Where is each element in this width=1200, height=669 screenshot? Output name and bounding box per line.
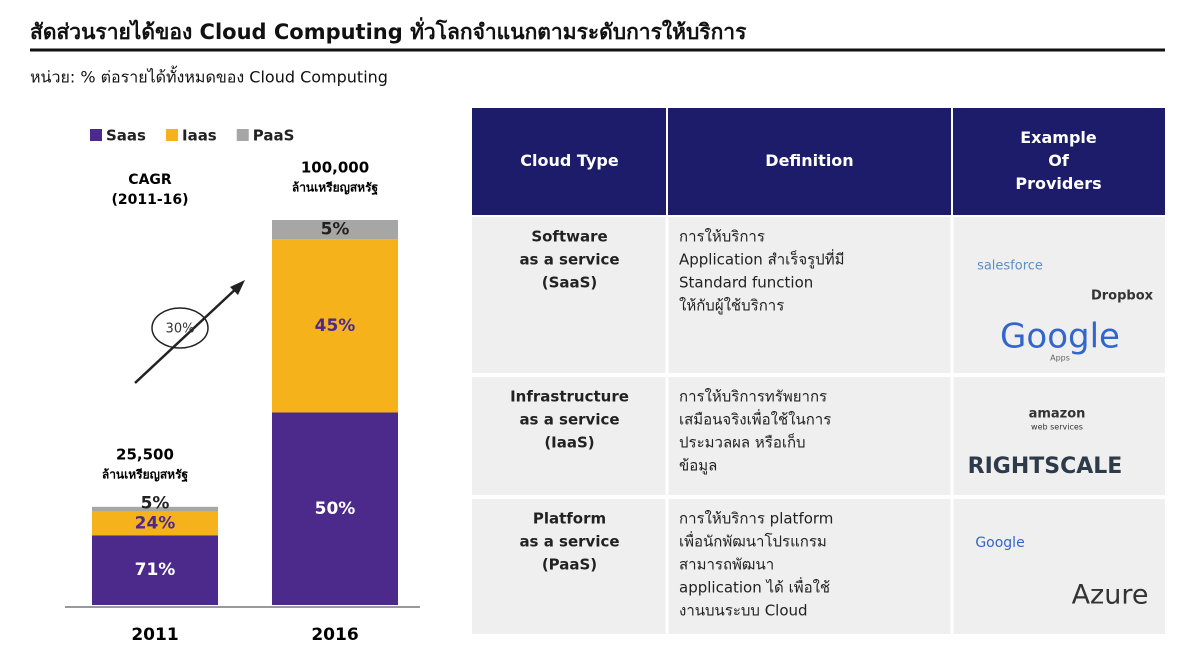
definition: งานบนระบบ Cloud xyxy=(679,602,808,620)
provider-logo: Google xyxy=(1000,317,1120,357)
value-label: 50% xyxy=(315,499,356,519)
value-label: 71% xyxy=(135,560,176,580)
header-cell: Of xyxy=(1048,151,1070,170)
definition: การให้บริการทรัพยากร xyxy=(679,388,827,406)
definition: สามารถพัฒนา xyxy=(679,556,774,574)
provider-logo: Google xyxy=(975,535,1024,551)
value-label: 5% xyxy=(141,493,170,513)
provider-logo: Azure xyxy=(1072,580,1149,611)
table-header xyxy=(472,108,1165,215)
provider-logo: RIGHTSCALE xyxy=(968,454,1123,479)
cloud-type: (PaaS) xyxy=(542,556,597,574)
value-label: 45% xyxy=(315,316,356,336)
definition: ประมวลผล หรือเก็บ xyxy=(679,433,806,452)
arrow-head xyxy=(230,280,245,295)
definition: เสมือนจริงเพื่อใช้ในการ xyxy=(679,409,831,429)
cloud-type: (SaaS) xyxy=(542,274,598,292)
cagr-label: CAGR xyxy=(128,172,172,188)
total-unit: ล้านเหรียญสหรัฐ xyxy=(292,181,379,196)
x-tick-label: 2011 xyxy=(131,625,178,645)
legend-swatch xyxy=(236,129,249,141)
cagr-period: (2011-16) xyxy=(111,192,188,208)
legend-label: Iaas xyxy=(182,127,217,145)
bar-segment xyxy=(272,412,398,605)
legend-swatch xyxy=(90,129,102,141)
bar-segment xyxy=(92,535,218,605)
definition: ข้อมูล xyxy=(679,457,717,475)
legend-swatch xyxy=(165,129,178,141)
definition: Standard function xyxy=(679,274,813,292)
total-label: 100,000 xyxy=(301,159,369,177)
legend-label: Saas xyxy=(106,127,146,145)
total-unit: ล้านเหรียญสหรัฐ xyxy=(102,467,189,482)
provider-logo: amazon xyxy=(1029,407,1086,422)
cagr-value: 30% xyxy=(166,322,195,337)
title: สัดส่วนรายได้ของ Cloud Computing ทั่วโลก… xyxy=(30,16,747,44)
provider-logo: web services xyxy=(1031,423,1083,432)
table-row xyxy=(472,377,1165,495)
x-tick-label: 2016 xyxy=(311,625,358,645)
provider-logo: Apps xyxy=(1050,354,1070,363)
header-cell: Definition xyxy=(765,151,853,170)
bar-segment xyxy=(272,239,398,413)
definition: ให้กับผู้ใช้บริการ xyxy=(679,297,784,315)
total-label: 25,500 xyxy=(116,445,174,463)
definition: เพื่อนักพัฒนาโปรแกรม xyxy=(679,531,827,551)
cloud-type: Infrastructure xyxy=(510,388,629,406)
legend-label: PaaS xyxy=(253,127,295,145)
cloud-type: Platform xyxy=(533,510,606,528)
bar-segment xyxy=(92,511,218,536)
bar-segment xyxy=(92,506,218,512)
subtitle: หน่วย: % ต่อรายได้ทั้งหมดของ Cloud Compu… xyxy=(30,66,388,87)
growth-arrow xyxy=(134,284,241,384)
header-cell: Example xyxy=(1020,128,1097,147)
header-cell: Cloud Type xyxy=(520,151,619,170)
definition: application ได้ เพื่อใช้ xyxy=(679,577,830,597)
header-cell: Providers xyxy=(1015,174,1101,193)
cloud-type: as a service xyxy=(519,533,619,551)
cloud-type: Software xyxy=(531,228,607,246)
cloud-type: (IaaS) xyxy=(544,434,594,452)
provider-logo: Dropbox xyxy=(1091,289,1154,304)
value-label: 24% xyxy=(135,514,176,534)
bar-segment xyxy=(272,220,398,240)
definition: การให้บริการ platform xyxy=(679,510,833,528)
cloud-type: as a service xyxy=(519,411,619,429)
cloud-type: as a service xyxy=(519,251,619,269)
cagr-bubble xyxy=(151,307,209,349)
table-row xyxy=(472,499,1165,634)
definition: Application สำเร็จรูปที่มี xyxy=(679,249,844,269)
value-label: 5% xyxy=(321,220,350,240)
provider-logo: salesforce xyxy=(977,259,1043,274)
table-row xyxy=(472,217,1165,373)
definition: การให้บริการ xyxy=(679,228,765,246)
